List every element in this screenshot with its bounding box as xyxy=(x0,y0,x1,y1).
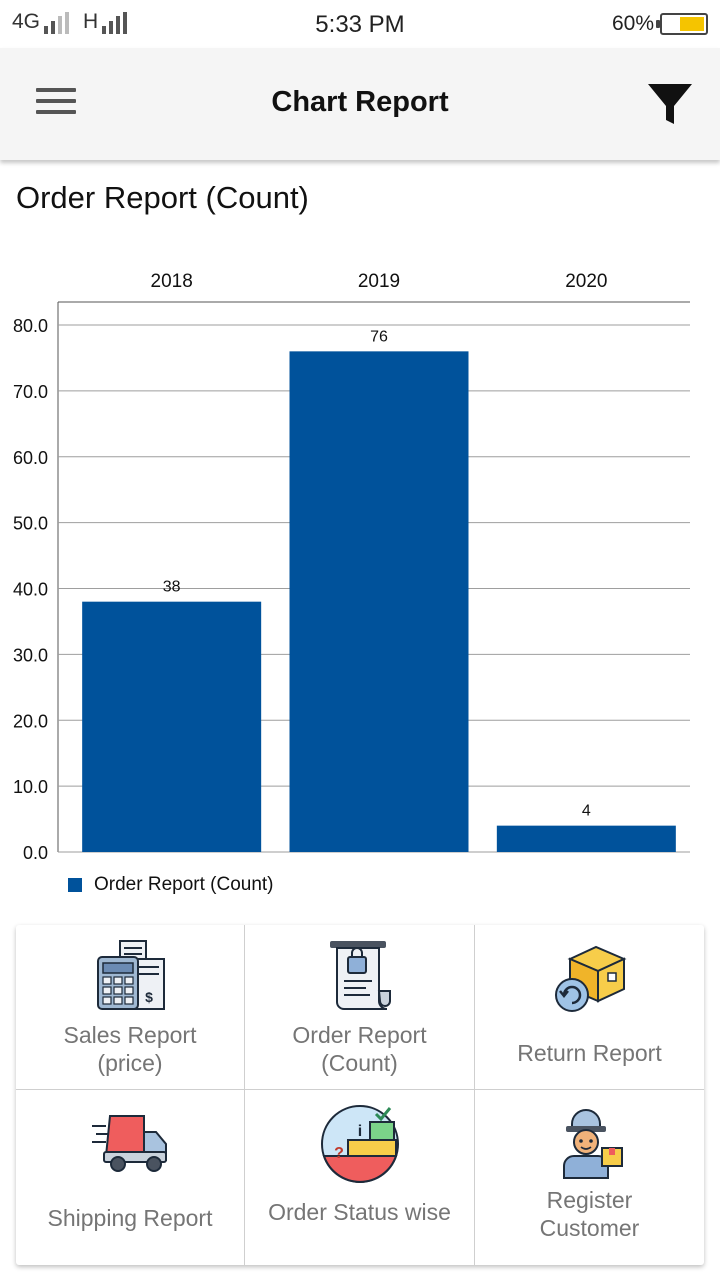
y-tick-label: 70.0 xyxy=(13,382,48,402)
y-tick-label: 30.0 xyxy=(13,645,48,665)
bar-value-label: 38 xyxy=(163,579,181,596)
receipt-bag-icon xyxy=(329,941,391,1010)
return-box-icon xyxy=(554,945,626,1012)
bar xyxy=(289,351,469,852)
chart-legend: Order Report (Count) xyxy=(68,874,274,896)
x-category-label: 2020 xyxy=(565,271,607,292)
bar-chart: 0.0 10.0 20.0 30.0 40.0 50.0 60.0 70.0 80.0 38 201… xyxy=(13,271,690,863)
y-tick-label: 10.0 xyxy=(13,777,48,797)
svg-text:$: $ xyxy=(145,989,153,1005)
y-tick-label: 60.0 xyxy=(13,448,48,468)
order-status-icon: i ? xyxy=(320,1105,399,1183)
bar xyxy=(82,601,262,852)
x-category-label: 2019 xyxy=(358,271,400,292)
sales-report-button[interactable]: $ Sales Report (price) xyxy=(16,925,245,1090)
shipping-report-label: Shipping Report xyxy=(47,1205,213,1231)
legend-label: Order Report (Count) xyxy=(94,874,274,895)
order-report-label: Order Report (Count) xyxy=(292,1022,427,1076)
legend-swatch xyxy=(68,878,82,892)
register-customer-button[interactable]: Register Customer xyxy=(475,1090,704,1265)
app-bar: Chart Report xyxy=(0,48,720,160)
network-indicators: 4G H xyxy=(12,10,137,34)
order-report-button[interactable]: Order Report (Count) xyxy=(245,925,475,1090)
y-tick-label: 40.0 xyxy=(13,580,48,600)
network-type-4g: 4G xyxy=(12,10,41,33)
report-menu-grid: $ Sales Report (price) Order Report (Cou… xyxy=(16,925,704,1265)
return-report-button[interactable]: Return Report xyxy=(475,925,704,1090)
y-tick-label: 80.0 xyxy=(13,316,48,336)
network-type-h: H xyxy=(83,10,99,33)
delivery-truck-icon xyxy=(92,1115,167,1172)
bar xyxy=(496,825,676,852)
signal-strength-icon-2 xyxy=(102,12,128,34)
register-customer-label: Register Customer xyxy=(539,1187,640,1241)
status-bar: 4G H 5:33 PM 60% xyxy=(0,0,720,48)
svg-text:?: ? xyxy=(334,1145,344,1162)
shipping-report-button[interactable]: Shipping Report xyxy=(16,1090,245,1265)
chart-title: Order Report (Count) xyxy=(16,180,309,215)
y-tick-label: 50.0 xyxy=(13,514,48,534)
bar-value-label: 4 xyxy=(582,803,591,820)
y-tick-label: 0.0 xyxy=(23,843,48,863)
battery-status: 60% xyxy=(612,12,708,36)
delivery-person-icon xyxy=(562,1109,623,1179)
clock: 5:33 PM xyxy=(315,11,405,38)
calculator-invoice-icon: $ xyxy=(97,940,165,1010)
sales-report-label: Sales Report (price) xyxy=(63,1022,197,1076)
hamburger-menu-icon[interactable] xyxy=(36,88,76,118)
signal-strength-icon xyxy=(44,12,70,34)
return-report-label: Return Report xyxy=(517,1040,662,1066)
y-tick-label: 20.0 xyxy=(13,711,48,731)
bar-value-label: 76 xyxy=(370,328,388,345)
battery-percent: 60% xyxy=(611,12,654,35)
order-status-label: Order Status wise xyxy=(268,1199,451,1225)
order-status-button[interactable]: i ? Order Status wise xyxy=(245,1090,475,1265)
page-title: Chart Report xyxy=(271,86,449,118)
x-category-label: 2018 xyxy=(151,271,193,292)
svg-text:i: i xyxy=(357,1123,361,1140)
battery-icon xyxy=(656,13,708,35)
filter-funnel-icon[interactable] xyxy=(646,80,694,128)
